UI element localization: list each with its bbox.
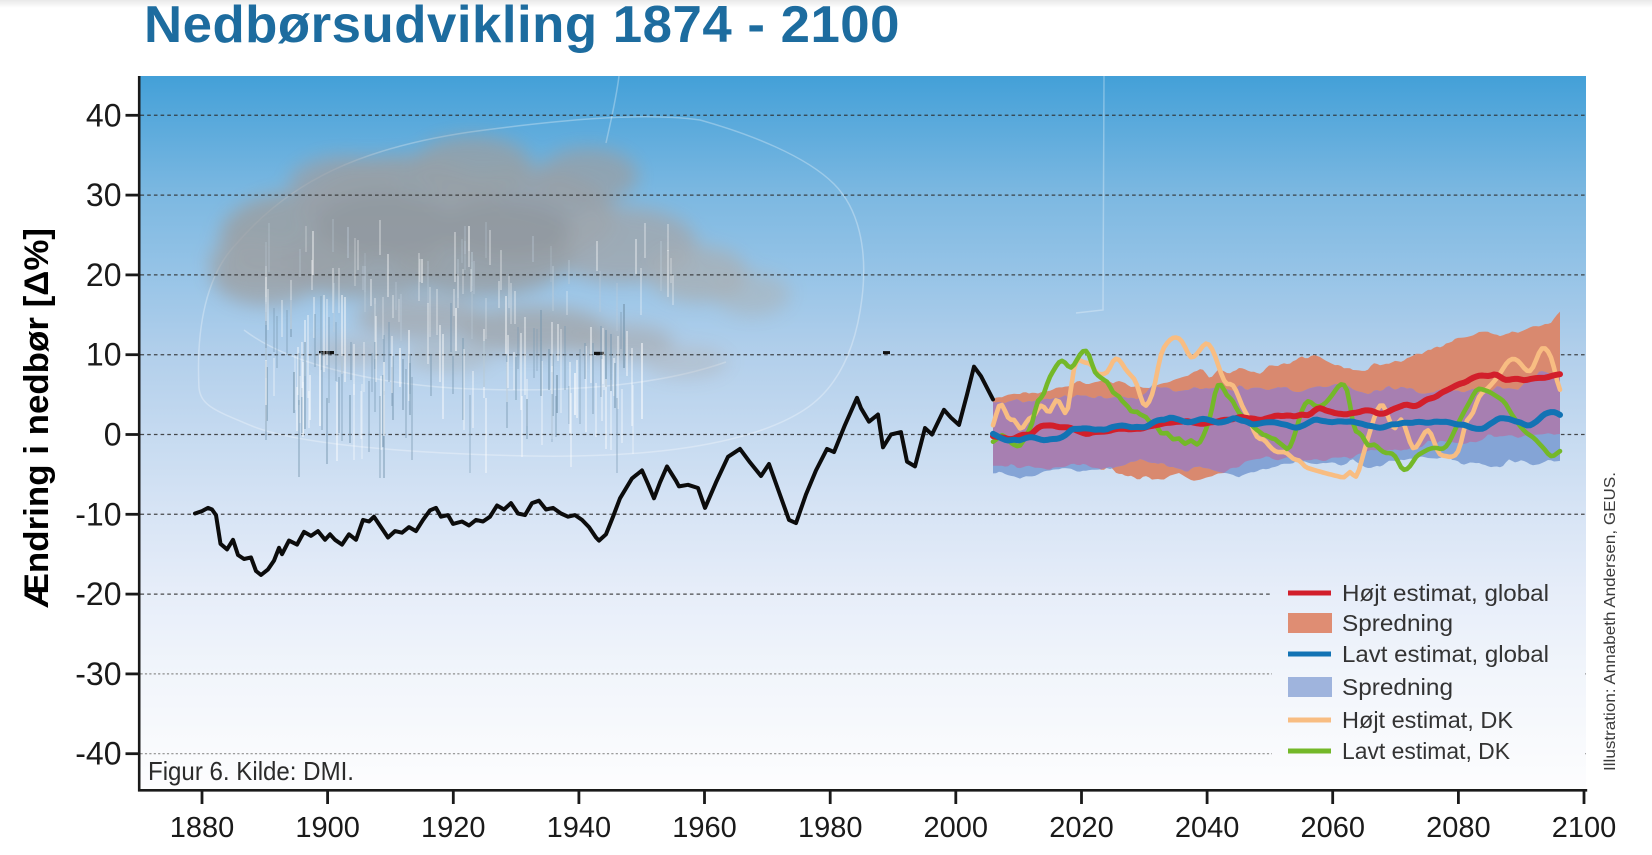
svg-text:-40: -40 — [75, 736, 121, 772]
svg-text:2040: 2040 — [1175, 812, 1240, 844]
svg-text:2000: 2000 — [924, 812, 989, 844]
svg-text:-20: -20 — [75, 576, 121, 612]
svg-text:Nedbørsudvikling 1874 - 2100: Nedbørsudvikling 1874 - 2100 — [144, 0, 900, 54]
svg-text:1960: 1960 — [672, 812, 737, 844]
svg-text:1940: 1940 — [547, 812, 612, 844]
svg-text:1920: 1920 — [421, 812, 486, 844]
svg-text:1880: 1880 — [170, 812, 235, 844]
svg-text:20: 20 — [86, 257, 122, 293]
svg-text:40: 40 — [86, 97, 122, 133]
svg-text:2080: 2080 — [1426, 812, 1491, 844]
svg-text:2100: 2100 — [1552, 812, 1617, 844]
svg-text:Højt estimat, global: Højt estimat, global — [1342, 580, 1549, 606]
svg-text:1980: 1980 — [798, 812, 863, 844]
svg-text:2020: 2020 — [1049, 812, 1114, 844]
svg-text:30: 30 — [86, 177, 122, 213]
svg-text:Lavt estimat, DK: Lavt estimat, DK — [1342, 738, 1511, 764]
svg-text:10: 10 — [86, 337, 122, 373]
svg-text:Illustration: Annabeth Anderse: Illustration: Annabeth Andersen, GEUS. — [1602, 472, 1619, 771]
svg-text:0: 0 — [104, 417, 122, 453]
svg-text:Figur 6. Kilde: DMI.: Figur 6. Kilde: DMI. — [148, 756, 354, 786]
svg-text:Højt estimat, DK: Højt estimat, DK — [1342, 707, 1514, 733]
svg-text:1900: 1900 — [295, 812, 360, 844]
svg-text:2060: 2060 — [1300, 812, 1365, 844]
svg-text:Ændring i nedbør [Δ%]: Ændring i nedbør [Δ%] — [18, 228, 56, 608]
svg-text:Spredning: Spredning — [1342, 674, 1453, 700]
svg-text:-10: -10 — [75, 496, 121, 532]
svg-text:Spredning: Spredning — [1342, 610, 1453, 636]
svg-text:-30: -30 — [75, 656, 121, 692]
svg-text:Lavt estimat, global: Lavt estimat, global — [1342, 641, 1549, 667]
